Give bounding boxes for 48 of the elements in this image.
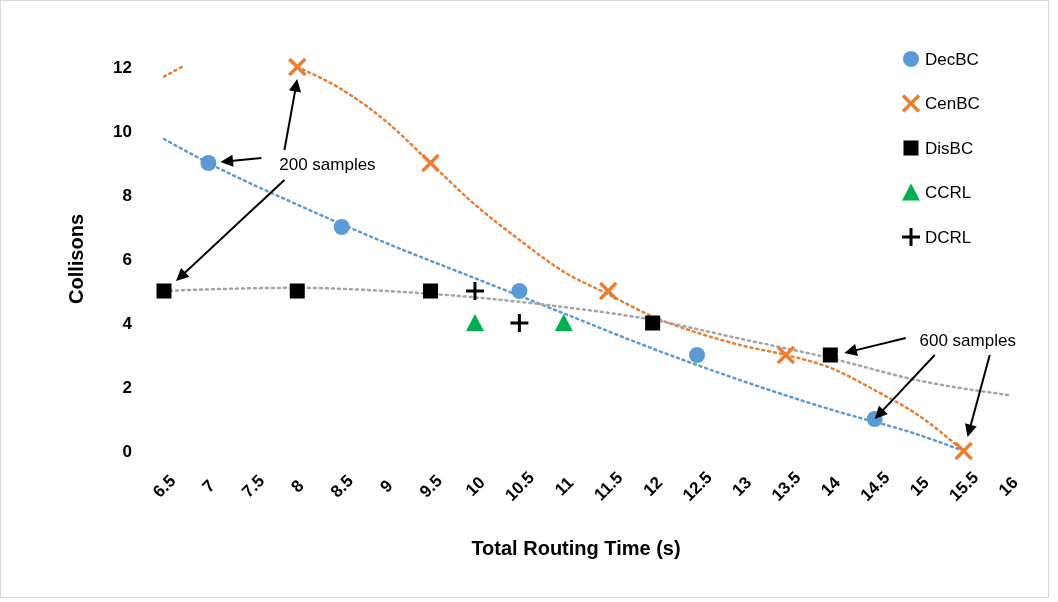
y-tick-label: 4 — [122, 313, 133, 333]
y-tick-label: 10 — [113, 121, 132, 141]
point — [645, 315, 661, 331]
x-tick-label: 16 — [994, 472, 1022, 500]
point — [776, 345, 796, 365]
y-tick-label: 8 — [122, 185, 132, 205]
point — [822, 347, 838, 363]
y-tick-label: 6 — [122, 249, 132, 269]
point — [508, 312, 530, 334]
y-tick-label: 2 — [122, 377, 132, 397]
x-tick-label: 9.5 — [415, 471, 446, 502]
y-axis-title: Collisons — [65, 213, 87, 305]
x-tick-label: 10 — [461, 472, 489, 500]
point — [156, 283, 172, 299]
legend-label: CenBC — [925, 94, 980, 114]
point — [953, 441, 974, 461]
x-tick-label: 7 — [198, 476, 219, 497]
y-tick-label: 0 — [122, 441, 132, 461]
point — [598, 281, 618, 301]
point — [464, 280, 486, 302]
annotation: 600 samples — [919, 330, 1016, 350]
point — [289, 283, 305, 299]
x-tick-label: 13 — [728, 472, 756, 500]
annotation: 200 samples — [279, 154, 376, 174]
y-tick-label: 12 — [113, 57, 132, 77]
point — [287, 57, 308, 77]
x-axis-title: Total Routing Time (s) — [471, 537, 681, 559]
point — [511, 283, 528, 299]
x-tick-label: 7.5 — [238, 471, 269, 502]
point — [200, 155, 217, 171]
legend-label: DisBC — [925, 138, 974, 158]
point — [554, 314, 573, 331]
x-tick-label: 11 — [551, 473, 578, 500]
x-tick-label: 14 — [817, 472, 845, 500]
point — [689, 347, 706, 363]
legend-label: DecBC — [925, 49, 979, 69]
point — [423, 283, 439, 299]
x-tick-label: 12 — [639, 472, 667, 500]
point — [465, 314, 484, 331]
x-tick-label: 9 — [376, 476, 397, 497]
x-tick-label: 8.5 — [326, 471, 358, 502]
x-tick-label: 6.5 — [149, 471, 180, 502]
x-tick-label: 8 — [287, 476, 308, 497]
legend-label: CCRL — [925, 183, 972, 203]
point — [333, 219, 350, 235]
legend-label: DCRL — [925, 227, 972, 247]
point — [420, 153, 441, 173]
x-tick-label: 15 — [906, 472, 933, 500]
